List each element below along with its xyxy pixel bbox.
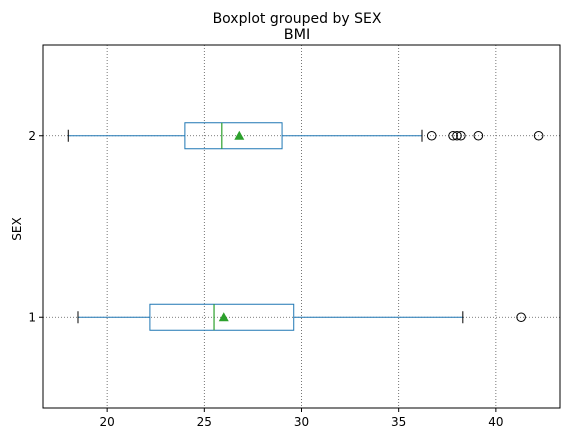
box: [184, 122, 283, 150]
box: [149, 303, 295, 331]
outlier-point: [456, 130, 466, 141]
outlier-point: [473, 130, 484, 141]
grid-layer: [43, 45, 560, 408]
chart-suptitle: Boxplot grouped by SEX: [213, 11, 382, 27]
outlier-point: [452, 130, 462, 141]
mean-marker: [218, 312, 229, 322]
y-tick-label: 1: [28, 310, 36, 324]
mean-marker: [234, 130, 245, 140]
axes-layer: 20 25 30 35 40 1 2: [28, 44, 561, 429]
outlier-point: [533, 130, 544, 141]
outlier-point: [516, 312, 526, 323]
outlier-point: [426, 130, 437, 141]
x-tick-label: 25: [197, 415, 212, 429]
x-tick-label: 20: [99, 415, 114, 429]
x-tick-label: 35: [391, 415, 406, 429]
x-tick-label: 40: [488, 415, 503, 429]
outlier-point: [448, 130, 458, 141]
x-tick-label: 30: [294, 415, 309, 429]
marks-layer: [67, 122, 544, 331]
chart-title: BMI: [284, 27, 311, 43]
y-axis-label: SEX: [10, 217, 24, 240]
y-tick-label: 2: [28, 129, 36, 143]
